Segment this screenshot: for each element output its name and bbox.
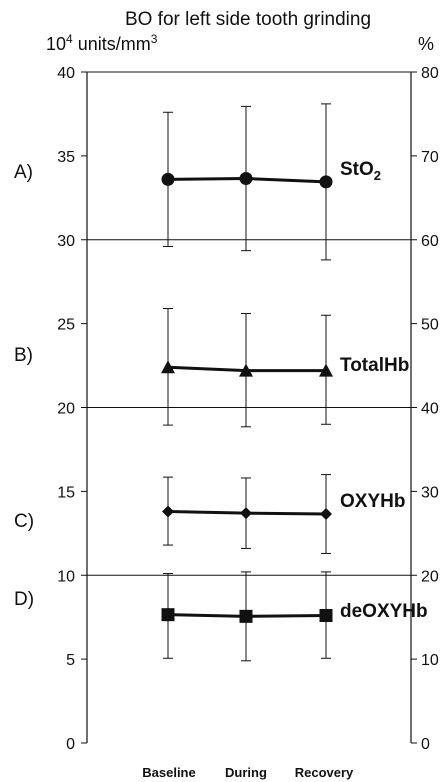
y-right-tick-label-0: 0 <box>421 736 430 753</box>
y-right-tick-label-60: 60 <box>421 233 439 250</box>
y-right-tick-label-20: 20 <box>421 568 439 585</box>
series-label-sto2-sub: 2 <box>374 168 381 183</box>
point-oxyhb-1 <box>240 507 252 520</box>
series-layer <box>161 103 333 662</box>
category-label-baseline: Baseline <box>142 765 195 780</box>
y-right-tick-label-50: 50 <box>421 317 439 334</box>
panel-label-d: D) <box>14 589 34 610</box>
panel-label-a: A) <box>14 162 33 183</box>
y-left-tick-label-5: 5 <box>66 652 75 669</box>
y-right-tick-label-40: 40 <box>421 401 439 418</box>
y-left-tick-label-0: 0 <box>66 736 75 753</box>
axes: 0 5 10 15 20 25 30 35 40 0 10 20 30 40 50 60 70 80 <box>57 65 439 753</box>
point-sto2-1 <box>239 172 253 186</box>
panel-label-c: C) <box>14 511 34 532</box>
point-sto2-2 <box>319 175 333 189</box>
point-oxyhb-2 <box>320 508 332 521</box>
y-left-unit-exponent: 4 <box>66 32 73 46</box>
series-sto2 <box>161 103 333 261</box>
y-right-tick-label-10: 10 <box>421 652 439 669</box>
series-label-totalhb: TotalHb <box>340 355 409 376</box>
series-label-oxyhb: OXYHb <box>340 491 405 512</box>
panel-label-b: B) <box>14 345 33 366</box>
y-left-tick-label-10: 10 <box>57 568 75 585</box>
point-deoxyhb-1 <box>239 609 253 623</box>
y-right-tick-label-80: 80 <box>421 65 439 82</box>
series-label-deoxyhb: deOXYHb <box>340 601 428 622</box>
y-left-unit-cube: 3 <box>151 32 158 46</box>
point-sto2-0 <box>161 172 175 186</box>
chart-title: BO for left side tooth grinding <box>125 9 371 30</box>
y-left-tick-label-25: 25 <box>57 317 75 334</box>
y-left-tick-label-30: 30 <box>57 233 75 250</box>
y-left-tick-label-40: 40 <box>57 65 75 82</box>
point-totalhb-2 <box>319 363 333 377</box>
y-left-unit-base: 10 <box>46 34 66 54</box>
y-left-unit: 104 units/mm3 <box>46 32 158 54</box>
y-left-tick-label-20: 20 <box>57 401 75 418</box>
y-right-unit: % <box>418 34 434 54</box>
point-totalhb-0 <box>161 360 175 374</box>
series-label-sto2: StO2 <box>340 159 381 183</box>
y-left-tick-label-35: 35 <box>57 149 75 166</box>
y-right-tick-label-70: 70 <box>421 149 439 166</box>
point-deoxyhb-2 <box>319 609 333 623</box>
series-label-sto2-main: StO <box>340 159 374 180</box>
category-label-during: During <box>225 765 267 780</box>
y-right-tick-label-30: 30 <box>421 484 439 501</box>
grid-lines <box>87 71 411 576</box>
point-deoxyhb-0 <box>161 608 175 622</box>
category-label-recovery: Recovery <box>295 765 354 780</box>
series-deoxyhb <box>161 571 333 662</box>
y-left-tick-label-15: 15 <box>57 484 75 501</box>
point-oxyhb-0 <box>162 505 174 518</box>
series-totalhb <box>161 308 333 428</box>
y-left-unit-text: units/mm <box>73 34 151 54</box>
series-oxyhb <box>162 474 332 554</box>
point-totalhb-1 <box>239 363 253 377</box>
